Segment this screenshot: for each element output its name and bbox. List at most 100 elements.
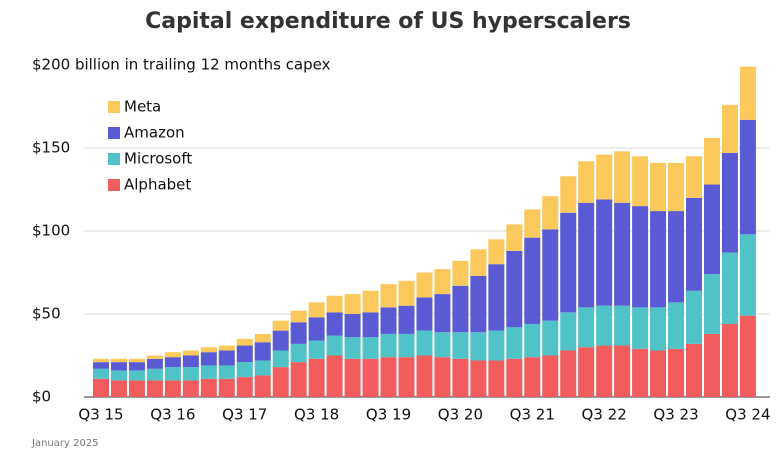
bar-segment xyxy=(128,358,145,363)
bar-segment xyxy=(290,362,307,397)
bar-segment xyxy=(434,294,451,333)
bar-segment xyxy=(380,307,397,334)
bar-segment xyxy=(272,367,289,397)
legend-swatch xyxy=(108,153,120,165)
bar-segment xyxy=(542,229,559,321)
x-tick-label: Q3 19 xyxy=(366,406,411,424)
bar-segment xyxy=(578,347,595,397)
bar-segment xyxy=(218,365,235,379)
bar-segment xyxy=(290,310,307,323)
bar-segment xyxy=(721,323,738,397)
bar-segment xyxy=(488,239,505,265)
bar-segment xyxy=(344,314,361,338)
bar-segment xyxy=(146,368,163,381)
bar-segment xyxy=(236,345,253,363)
bar-segment xyxy=(721,152,738,253)
bar-segment xyxy=(739,119,756,235)
bar-segment xyxy=(200,365,217,379)
bar-segment xyxy=(362,337,379,359)
bar-segment xyxy=(110,358,127,363)
bar-segment xyxy=(380,333,397,358)
bar-segment xyxy=(632,348,649,397)
x-tick-label: Q3 24 xyxy=(725,406,770,424)
bar-segment xyxy=(146,355,163,359)
bar-segment xyxy=(164,367,181,381)
x-tick-label: Q3 21 xyxy=(510,406,555,424)
bar-segment xyxy=(308,358,325,397)
bar-segment xyxy=(182,367,199,381)
bar-segment xyxy=(488,330,505,361)
bar-segment xyxy=(542,196,559,230)
bar-segment xyxy=(452,332,469,359)
bar-segment xyxy=(452,260,469,286)
bar-segment xyxy=(739,234,756,316)
bar-segment xyxy=(272,350,289,368)
bar-segment xyxy=(254,333,271,343)
bar-segment xyxy=(398,333,415,358)
bar-segment xyxy=(703,274,720,334)
bar-segment xyxy=(380,357,397,397)
x-tick-label: Q3 18 xyxy=(294,406,339,424)
bar-segment xyxy=(416,330,433,356)
bar-segment xyxy=(128,370,145,381)
y-axis-label: $200 billion in trailing 12 months capex xyxy=(32,56,331,74)
x-tick-label: Q3 23 xyxy=(653,406,698,424)
bar-segment xyxy=(362,358,379,397)
bar-segment xyxy=(452,358,469,397)
bar-segment xyxy=(703,138,720,185)
bar-segment xyxy=(272,320,289,331)
bar-segment xyxy=(110,370,127,381)
legend-label: Alphabet xyxy=(124,176,191,194)
bar-segment xyxy=(506,327,523,359)
bar-segment xyxy=(668,348,685,397)
bar-segment xyxy=(308,302,325,318)
bar-segment xyxy=(470,249,487,276)
bar-segment xyxy=(344,294,361,314)
bar-segment xyxy=(164,352,181,358)
bar-segment xyxy=(254,360,271,376)
bar-segment xyxy=(254,375,271,397)
bar-segment xyxy=(596,154,613,200)
bar-segment xyxy=(668,211,685,303)
bar-segment xyxy=(308,317,325,341)
bar-segment xyxy=(739,315,756,397)
bar-segment xyxy=(703,184,720,275)
bar-segment xyxy=(236,338,253,346)
bar-segment xyxy=(668,162,685,212)
bar-segment xyxy=(200,352,217,366)
bar-segment xyxy=(380,284,397,308)
bar-segment xyxy=(668,302,685,349)
bar-segment xyxy=(686,156,703,198)
bar-segment xyxy=(434,357,451,397)
bar-segment xyxy=(650,162,667,212)
bar-segment xyxy=(578,202,595,308)
y-tick-label: $100 xyxy=(32,222,70,240)
bar-segment xyxy=(93,358,109,363)
bar-segment xyxy=(524,237,541,324)
bar-segment xyxy=(326,312,343,336)
bar-segment xyxy=(614,345,631,397)
bar-segment xyxy=(416,297,433,331)
bar-segment xyxy=(560,350,577,397)
x-tick-label: Q3 17 xyxy=(222,406,267,424)
bar-segment xyxy=(506,358,523,397)
bar-segment xyxy=(632,206,649,308)
x-tick-label: Q3 16 xyxy=(150,406,195,424)
bar-segment xyxy=(560,212,577,313)
bar-segment xyxy=(578,161,595,203)
bar-segment xyxy=(272,330,289,351)
bar-segment xyxy=(110,380,127,397)
x-tick-label: Q3 20 xyxy=(438,406,483,424)
bar-segment xyxy=(614,305,631,346)
bar-segment xyxy=(524,323,541,358)
footnote: January 2025 xyxy=(31,438,99,449)
bar-segment xyxy=(739,66,756,120)
bar-segment xyxy=(146,380,163,397)
bar-segment xyxy=(326,355,343,397)
bar-segment xyxy=(182,350,199,356)
bar-segment xyxy=(164,380,181,397)
bar-segment xyxy=(164,357,181,368)
bar-segment xyxy=(434,269,451,295)
bar-segment xyxy=(362,290,379,313)
